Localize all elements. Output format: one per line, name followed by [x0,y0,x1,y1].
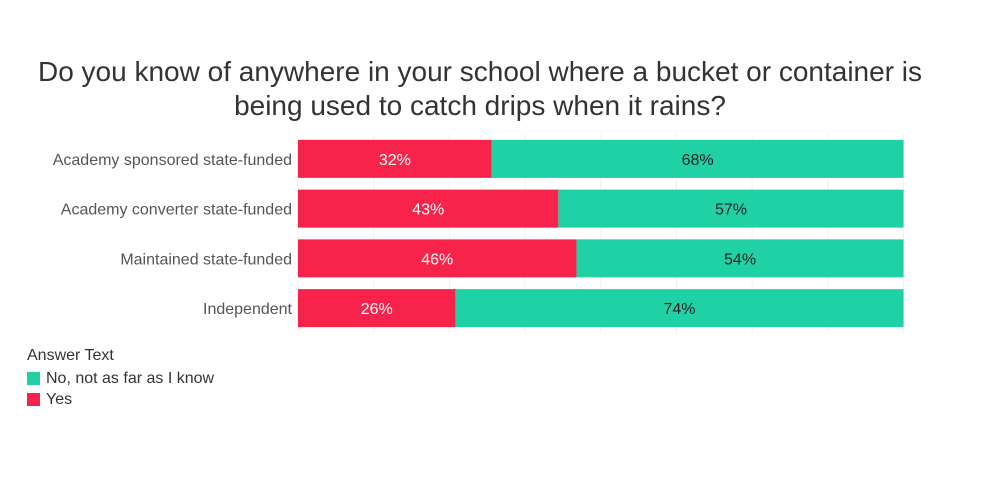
category-label: Maintained state-funded [120,251,292,268]
legend-swatch-yes [27,393,40,406]
chart-title: Do you know of anywhere in your school w… [37,56,923,121]
bar-yes [298,239,577,278]
bar-yes [298,289,456,328]
bar-no [455,289,904,328]
legend-swatch-no [27,372,40,385]
data-label-yes: 46% [421,251,453,268]
legend-item-yes[interactable]: Yes [27,389,214,410]
data-label-yes: 26% [361,301,393,318]
category-label: Academy sponsored state-funded [53,152,292,169]
data-label-no: 54% [724,251,756,268]
data-label-no: 57% [715,202,747,219]
bar-yes [298,139,492,178]
data-label-no: 68% [682,152,714,169]
bar-no [558,189,904,228]
category-label: Academy converter state-funded [61,202,292,219]
data-label-no: 74% [663,301,695,318]
legend: Answer Text No, not as far as I know Yes [27,347,214,410]
legend-label-yes: Yes [46,390,73,408]
legend-label-no: No, not as far as I know [46,369,215,387]
data-label-yes: 32% [379,152,411,169]
legend-title: Answer Text [27,347,114,364]
bar-yes [298,189,559,228]
data-label-yes: 43% [412,202,444,219]
bar-no [576,239,904,278]
legend-item-no[interactable]: No, not as far as I know [27,368,214,389]
bar-no [491,139,904,178]
category-label: Independent [203,301,293,318]
